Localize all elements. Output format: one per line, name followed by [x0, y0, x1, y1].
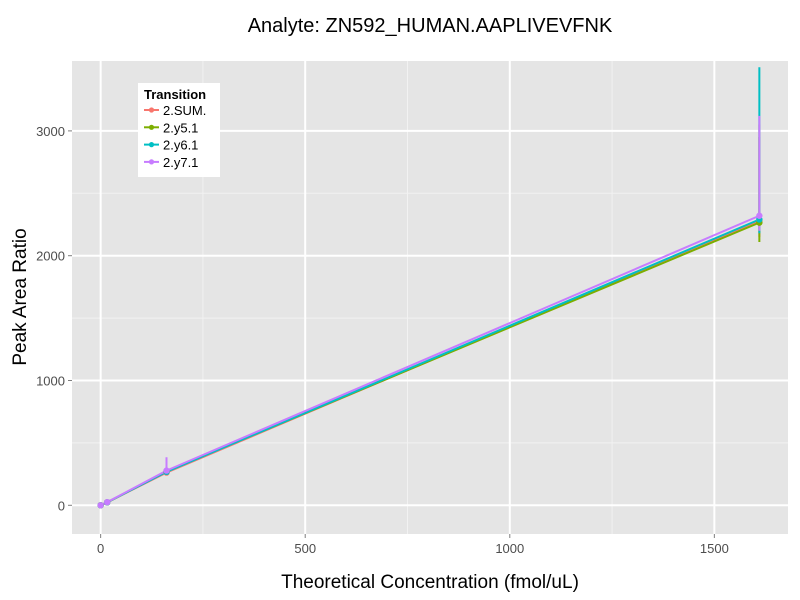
x-tick-label: 1000	[495, 541, 524, 556]
data-point	[756, 212, 763, 219]
y-axis-title: Peak Area Ratio	[10, 228, 31, 365]
y-tick-label: 3000	[36, 124, 65, 139]
legend-item-label: 2.SUM.	[163, 103, 206, 118]
data-point	[163, 467, 170, 474]
x-tick-label: 0	[97, 541, 104, 556]
legend-items: 2.SUM. 2.y5.1 2.y6.1 2.y7.1	[144, 103, 206, 170]
series-points	[97, 212, 763, 509]
series-line	[100, 214, 760, 507]
y-tick-label: 1000	[36, 373, 65, 388]
legend-key-point	[148, 107, 155, 113]
legend-item-label: 2.y7.1	[163, 155, 198, 170]
chart-title: Analyte: ZN592_HUMAN.AAPLIVEVFNK	[248, 15, 613, 37]
data-point	[103, 498, 111, 506]
grid-layer	[72, 61, 788, 534]
legend-key-point	[148, 159, 155, 165]
x-axis-title: Theoretical Concentration (fmol/uL)	[281, 572, 579, 593]
tick-layer: 0 500 1000 1500 0 1000 2000 3000	[36, 124, 729, 556]
legend: Transition 2.SUM. 2.y5.1 2.y6.1 2.y7.1	[138, 83, 220, 177]
series-layer	[97, 67, 763, 509]
legend-title: Transition	[144, 87, 206, 102]
x-tick-label: 500	[294, 541, 316, 556]
legend-item-label: 2.y5.1	[163, 120, 198, 135]
data-point	[97, 502, 104, 509]
legend-key-point	[148, 142, 155, 148]
legend-key-point	[148, 124, 155, 130]
y-tick-label: 2000	[36, 249, 65, 264]
x-tick-label: 1500	[700, 541, 729, 556]
y-tick-label: 0	[58, 498, 65, 513]
legend-item-label: 2.y6.1	[163, 138, 198, 153]
